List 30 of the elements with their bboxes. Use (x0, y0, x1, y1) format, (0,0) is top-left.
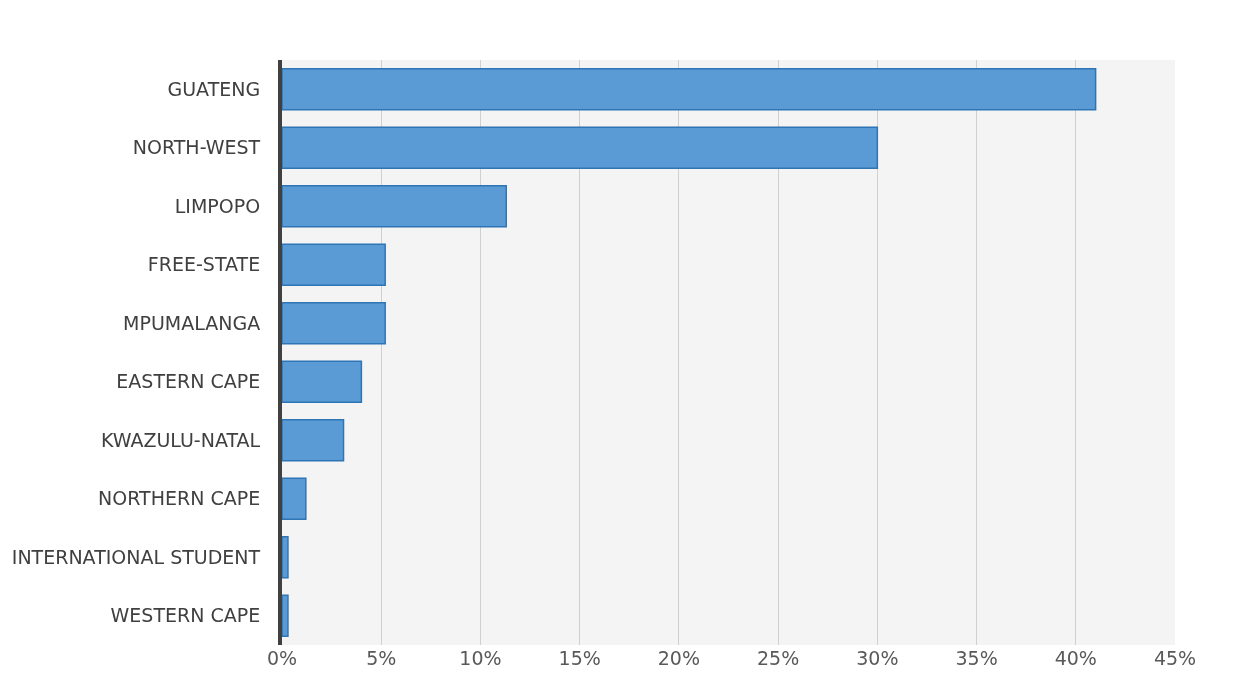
bar (282, 68, 1097, 111)
bar (282, 594, 289, 637)
x-tick-label: 0% (266, 647, 298, 669)
x-tick-label: 20% (657, 647, 701, 669)
y-tick-label: FREE-STATE (147, 253, 261, 276)
x-tick-label: 30% (856, 647, 899, 669)
y-tick-label: EASTERN CAPE (116, 370, 261, 393)
x-tick-label: 25% (756, 647, 800, 669)
x-tick-label: 5% (366, 647, 397, 669)
x-tick-label: 45% (1153, 647, 1197, 669)
y-tick-label: INTERNATIONAL STUDENT (11, 545, 261, 568)
bar (282, 126, 879, 169)
bar (282, 243, 386, 286)
x-tick-label: 35% (955, 647, 998, 669)
y-tick-label: MPUMALANGA (123, 311, 261, 334)
x-tick-label: 40% (1054, 647, 1097, 669)
x-tick-label: 15% (558, 647, 601, 669)
bar (282, 360, 363, 403)
bar (282, 477, 307, 520)
bar (282, 419, 345, 462)
y-tick-label: KWAZULU-NATAL (100, 428, 261, 451)
y-tick-label: GUATENG (167, 77, 261, 100)
bar (282, 185, 507, 228)
bar (282, 536, 289, 579)
y-tick-label: NORTH-WEST (132, 136, 261, 159)
y-tick-label: LIMPOPO (174, 194, 261, 217)
x-tick-label: 10% (459, 647, 502, 669)
y-tick-label: WESTERN CAPE (110, 604, 261, 627)
bar (282, 302, 386, 345)
y-tick-label: NORTHERN CAPE (98, 487, 261, 510)
